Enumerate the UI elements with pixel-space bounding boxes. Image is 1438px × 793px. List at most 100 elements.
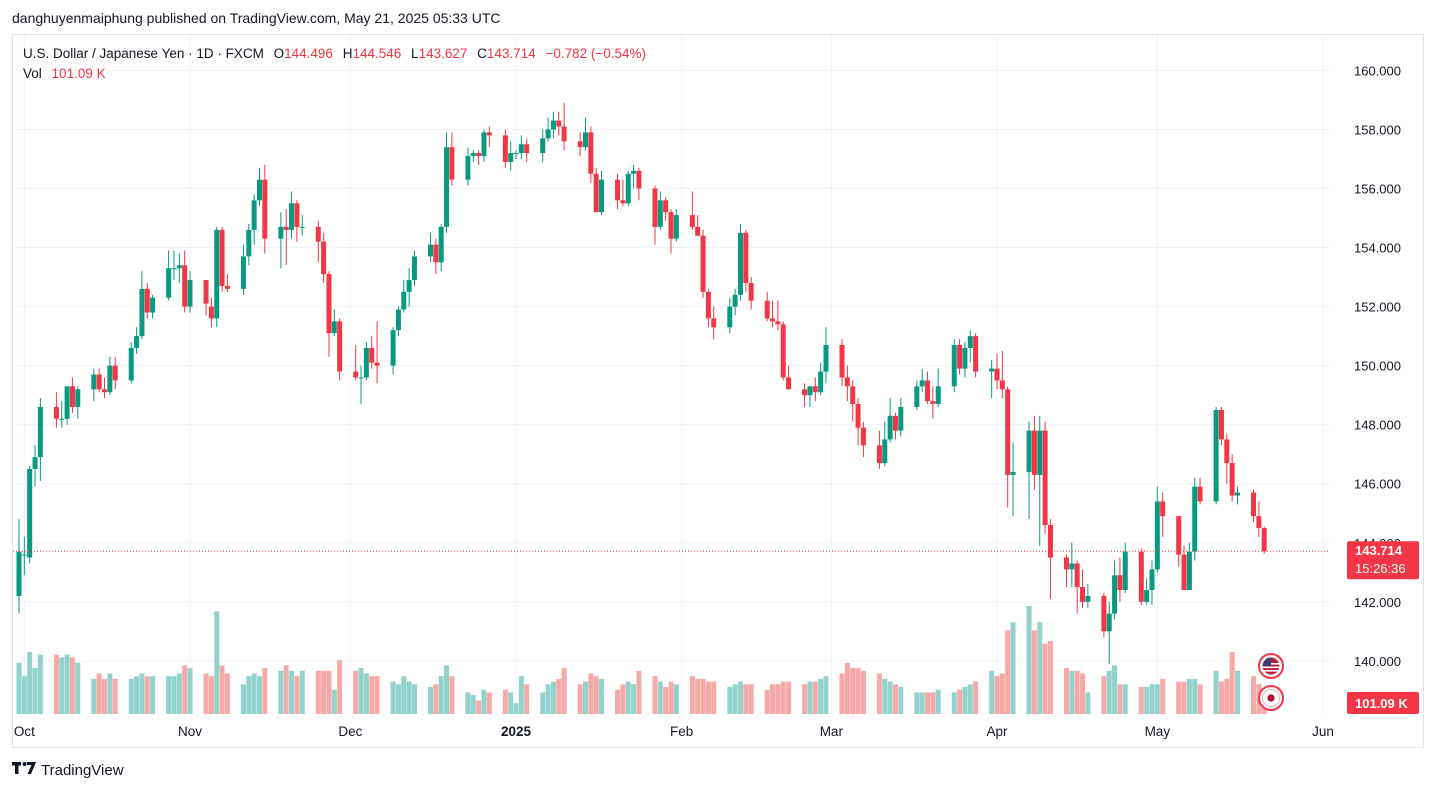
volume-bar — [636, 670, 642, 714]
volume-bar — [770, 684, 776, 714]
volume-bar — [1074, 670, 1080, 714]
candle-body — [1144, 590, 1150, 602]
close-value: 143.714 — [486, 46, 536, 61]
volume-bar — [251, 673, 257, 714]
time-axis[interactable]: Oct Nov Dec 2025 Feb Mar Apr May Jun — [14, 724, 1334, 739]
volume-bar — [64, 654, 70, 714]
candle-body — [839, 344, 845, 378]
volume-bar — [545, 684, 551, 714]
candle-body — [1224, 439, 1230, 464]
volume-bar — [214, 611, 220, 714]
volume-bar — [438, 676, 444, 714]
candle-body — [470, 153, 476, 157]
grid-lines — [13, 35, 1330, 714]
volume-label: Vol — [23, 66, 42, 81]
volume-bar — [914, 692, 920, 714]
candle-body — [882, 439, 888, 464]
candle-body — [524, 144, 530, 154]
candle-body — [59, 418, 65, 420]
candle-body — [673, 215, 679, 239]
publish-info: danghuyenmaiphung published on TradingVi… — [12, 10, 501, 26]
candle-body — [406, 280, 412, 292]
volume-bar — [1154, 684, 1160, 714]
candle-body — [21, 554, 27, 556]
volume-bar — [470, 695, 476, 714]
us-flag-event-icon[interactable] — [1258, 653, 1284, 679]
candle-body — [812, 386, 818, 393]
volume-value: 101.09 K — [51, 66, 106, 81]
candle-body — [224, 285, 230, 289]
price-tick-label: 146.000 — [1354, 477, 1401, 492]
volume-bar — [369, 676, 375, 714]
change-value: −0.782 (−0.54%) — [545, 46, 647, 61]
volume-bar — [139, 673, 145, 714]
volume-bar — [481, 689, 487, 714]
candle-body — [930, 401, 936, 405]
volume-bar — [540, 692, 546, 714]
candle-body — [1197, 486, 1203, 502]
price-tick-label: 152.000 — [1354, 300, 1401, 315]
volume-bar — [69, 657, 75, 714]
time-tick-label: May — [1145, 724, 1171, 739]
candle-body — [262, 179, 268, 239]
volume-bar — [556, 678, 562, 714]
volume-bar — [502, 689, 508, 714]
volume-bar — [743, 684, 749, 714]
volume-bar — [107, 673, 113, 714]
candle-body — [973, 336, 979, 372]
candle-body — [1213, 409, 1219, 502]
volume-bar — [599, 678, 605, 714]
volume-bar — [53, 654, 59, 714]
symbol-title[interactable]: U.S. Dollar / Japanese Yen · 1D · FXCM — [23, 46, 264, 61]
candle-body — [807, 386, 813, 396]
candle-body — [444, 147, 450, 227]
candle-body — [1138, 551, 1144, 602]
candle-body — [1149, 569, 1155, 591]
candle-body — [283, 226, 289, 230]
open-label: O — [273, 46, 285, 61]
candle-body — [935, 386, 941, 405]
volume-bar — [91, 678, 97, 714]
volume-bar — [102, 678, 108, 714]
footer-branding[interactable]: TradingView — [12, 761, 124, 779]
volume-bar — [96, 673, 102, 714]
candle-body — [107, 365, 113, 393]
volume-bar — [1149, 684, 1155, 714]
volume-bar — [1138, 687, 1144, 714]
volume-bar — [588, 673, 594, 714]
volume-bar — [401, 676, 407, 714]
candle-body — [326, 274, 332, 334]
symbol-legend: U.S. Dollar / Japanese Yen · 1D · FXCM O… — [23, 44, 646, 84]
candle-body — [16, 551, 22, 596]
volume-bar — [780, 681, 786, 714]
volume-bar — [1197, 684, 1203, 714]
candle-body — [112, 365, 118, 381]
candle-body — [465, 156, 471, 180]
volume-bar — [561, 668, 567, 714]
volume-bar — [176, 673, 182, 714]
candle-body — [668, 212, 674, 239]
candle-body — [711, 318, 717, 328]
candle-body — [1256, 516, 1262, 529]
candle-body — [786, 377, 792, 390]
volume-bar — [935, 689, 941, 714]
volume-bar — [486, 692, 492, 714]
volume-bar — [16, 662, 22, 714]
candle-body — [411, 256, 417, 281]
candle-body — [1160, 501, 1166, 517]
candle-body — [321, 241, 327, 275]
volume-bar — [1069, 670, 1075, 714]
volume-bar — [1085, 692, 1091, 714]
volume-bar — [390, 681, 396, 714]
candlesticks[interactable] — [16, 102, 1267, 664]
candle-body — [240, 256, 246, 289]
japan-flag-event-icon[interactable] — [1258, 685, 1284, 711]
volume-bar — [433, 684, 439, 714]
volume-bar — [1144, 687, 1150, 714]
candle-body — [176, 265, 182, 269]
volume-bar — [1037, 622, 1043, 714]
candle-body — [957, 344, 963, 369]
volume-tag: 101.09 K — [1347, 692, 1419, 714]
volume-bar — [75, 662, 81, 714]
